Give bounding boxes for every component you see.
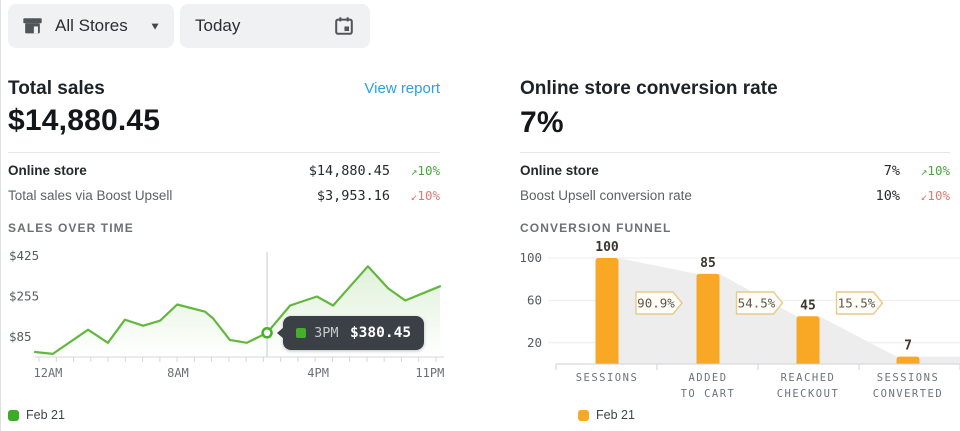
arrow-down-icon: ↙ bbox=[410, 190, 418, 203]
svg-text:54.5%: 54.5% bbox=[738, 296, 776, 311]
chevron-down-icon: ▼ bbox=[149, 20, 161, 32]
funnel-chart-canvas: 100 60 20 100 85 45 7 90.9% 54.5% 15.5% SESSIONS AD… bbox=[519, 240, 960, 400]
store-selector-label: All Stores bbox=[55, 16, 128, 35]
sales-legend: Feb 21 bbox=[8, 408, 65, 422]
svg-text:7: 7 bbox=[904, 339, 912, 354]
sales-over-time-label: SALES OVER TIME bbox=[8, 221, 134, 235]
svg-text:$255: $255 bbox=[9, 288, 39, 303]
legend-swatch-orange bbox=[578, 409, 589, 421]
conversion-rate-title: Online store conversion rate bbox=[520, 78, 778, 99]
store-icon bbox=[23, 18, 42, 34]
funnel-legend: Feb 21 bbox=[578, 408, 635, 422]
metric-delta: ↙10% bbox=[410, 188, 440, 203]
svg-text:60: 60 bbox=[527, 292, 542, 307]
svg-text:CONVERTED: CONVERTED bbox=[873, 388, 943, 400]
metric-row-online-store: Online store 7% ↗10% bbox=[520, 160, 950, 181]
metric-value: 7% bbox=[883, 162, 900, 179]
sales-tooltip: 3PM $380.45 bbox=[277, 315, 425, 350]
svg-text:11PM: 11PM bbox=[415, 366, 444, 380]
metric-label: Online store bbox=[8, 163, 87, 178]
svg-text:100: 100 bbox=[519, 250, 542, 265]
metric-value: $3,953.16 bbox=[316, 187, 390, 204]
svg-text:85: 85 bbox=[700, 256, 716, 271]
store-selector-button[interactable]: All Stores ▼ bbox=[8, 4, 174, 48]
metric-value: 10% bbox=[875, 187, 900, 204]
arrow-down-icon: ↙ bbox=[920, 190, 928, 203]
arrow-up-icon: ↗ bbox=[920, 165, 928, 178]
metric-label: Total sales via Boost Upsell bbox=[8, 188, 173, 203]
metric-delta: ↙10% bbox=[920, 188, 950, 203]
total-sales-breakdown: Online store $14,880.45 ↗10% Total sales… bbox=[8, 152, 440, 206]
total-sales-value: $14,880.45 bbox=[8, 104, 161, 137]
svg-text:CHECKOUT: CHECKOUT bbox=[777, 388, 840, 400]
svg-text:45: 45 bbox=[800, 298, 816, 313]
conversion-breakdown: Online store 7% ↗10% Boost Upsell conver… bbox=[520, 152, 950, 206]
legend-label: Feb 21 bbox=[596, 408, 635, 422]
metric-delta: ↗10% bbox=[410, 163, 440, 178]
tooltip-swatch bbox=[296, 327, 307, 338]
svg-text:ADDED: ADDED bbox=[688, 372, 727, 384]
date-selector-label: Today bbox=[195, 16, 241, 35]
conversion-funnel-chart[interactable]: 100 60 20 100 85 45 7 90.9% 54.5% 15.5% SESSIONS AD… bbox=[518, 240, 960, 408]
metric-row-online-store: Online store $14,880.45 ↗10% bbox=[8, 160, 440, 181]
svg-text:SESSIONS: SESSIONS bbox=[576, 372, 639, 384]
svg-text:90.9%: 90.9% bbox=[637, 296, 675, 311]
svg-text:12AM: 12AM bbox=[34, 366, 63, 380]
total-sales-title: Total sales bbox=[8, 78, 105, 99]
tooltip-value: $380.45 bbox=[349, 324, 412, 341]
legend-label: Feb 21 bbox=[26, 408, 65, 422]
legend-swatch-green bbox=[8, 409, 19, 421]
svg-text:100: 100 bbox=[595, 240, 619, 255]
metric-row-boost-upsell: Boost Upsell conversion rate 10% ↙10% bbox=[520, 185, 950, 206]
svg-text:TO CART: TO CART bbox=[681, 388, 736, 400]
svg-text:8AM: 8AM bbox=[167, 366, 189, 380]
metric-row-boost-upsell: Total sales via Boost Upsell $3,953.16 ↙… bbox=[8, 185, 440, 206]
view-report-link[interactable]: View report bbox=[364, 80, 440, 97]
metric-label: Online store bbox=[520, 163, 599, 178]
svg-text:15.5%: 15.5% bbox=[838, 296, 876, 311]
conversion-rate-value: 7% bbox=[520, 106, 564, 139]
metric-label: Boost Upsell conversion rate bbox=[520, 188, 692, 203]
tooltip-time: 3PM bbox=[314, 324, 339, 341]
svg-text:REACHED: REACHED bbox=[781, 372, 836, 384]
svg-text:$85: $85 bbox=[9, 329, 32, 344]
svg-text:SESSIONS: SESSIONS bbox=[877, 372, 940, 384]
date-selector-button[interactable]: Today bbox=[180, 4, 370, 48]
metric-delta: ↗10% bbox=[920, 163, 950, 178]
arrow-up-icon: ↗ bbox=[410, 165, 418, 178]
metric-value: $14,880.45 bbox=[308, 162, 390, 179]
sales-line-chart[interactable]: $425 $255 $85 12AM 8AM 4PM 11PM 3PM $380.45 bbox=[8, 244, 444, 400]
conversion-funnel-label: CONVERSION FUNNEL bbox=[520, 221, 672, 235]
svg-text:20: 20 bbox=[527, 335, 542, 350]
svg-text:4PM: 4PM bbox=[307, 366, 329, 380]
calendar-icon bbox=[335, 17, 353, 35]
svg-text:$425: $425 bbox=[9, 248, 39, 263]
